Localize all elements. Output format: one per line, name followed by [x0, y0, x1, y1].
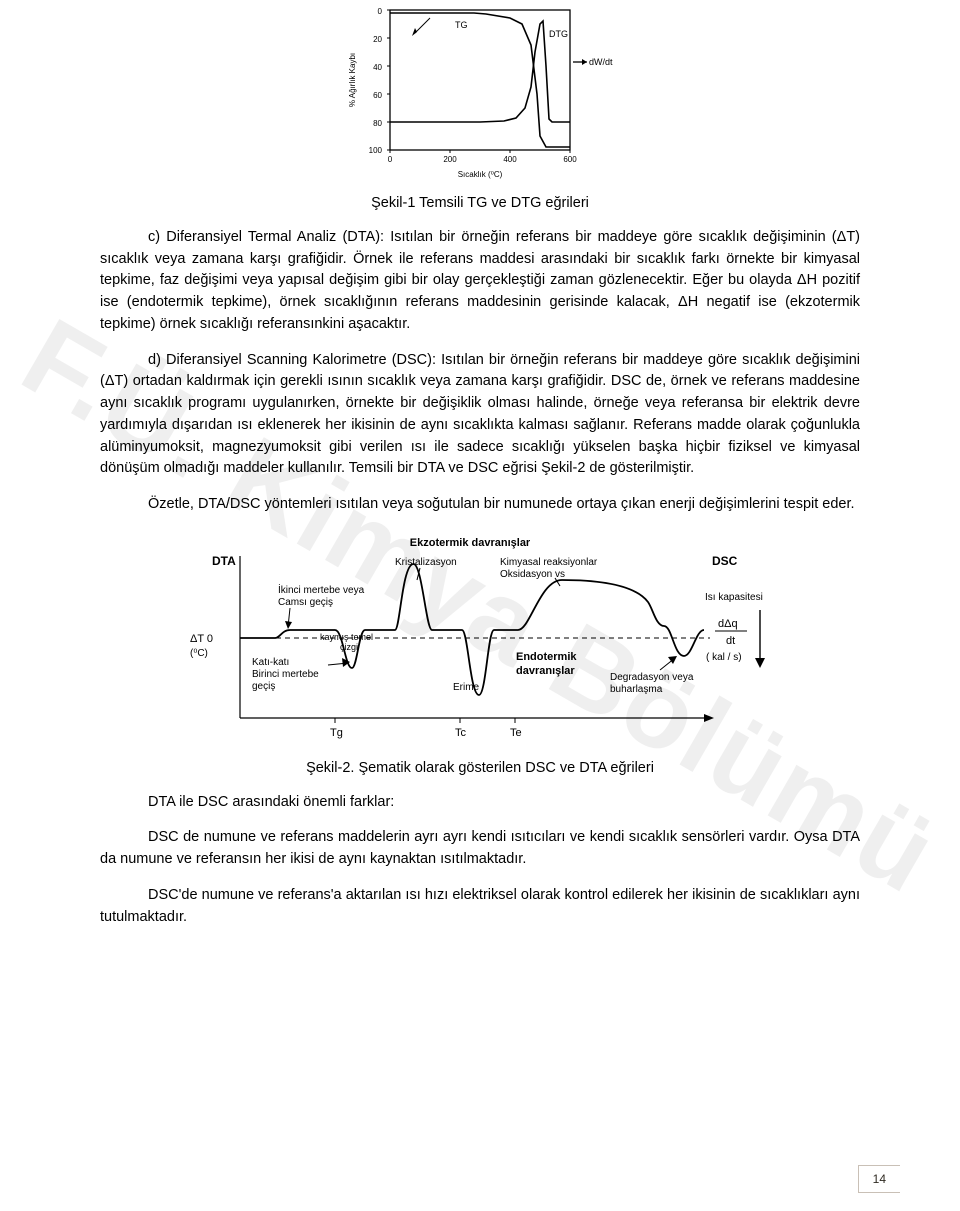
dtg-label: DTG [549, 29, 568, 39]
svg-text:kaymış temel: kaymış temel [320, 632, 373, 642]
paragraph-d: d) Diferansiyel Scanning Kalorimetre (DS… [100, 350, 860, 481]
svg-text:buharlaşma: buharlaşma [610, 684, 663, 695]
page-container: F.Ü. Kimya Bölümü 0 20 40 60 80 100 [0, 0, 960, 1211]
paragraph-summary: Özetle, DTA/DSC yöntemleri ısıtılan veya… [100, 494, 860, 516]
figure-2: Ekzotermik davranışlar DTA ΔT 0 (⁰C) DSC… [100, 530, 860, 750]
deltat-units: (⁰C) [190, 648, 208, 659]
figure-1-caption: Şekil-1 Temsili TG ve DTG eğrileri [100, 193, 860, 215]
figure-1: 0 20 40 60 80 100 0 200 400 600 [100, 0, 860, 185]
ytick-60: 60 [373, 91, 382, 100]
page-number: 14 [858, 1165, 900, 1193]
dq-bottom: dt [726, 635, 735, 647]
paragraph-c-text: c) Diferansiyel Termal Analiz (DTA): Isı… [100, 229, 860, 332]
diagram-title: Ekzotermik davranışlar [410, 537, 531, 549]
svg-text:davranışlar: davranışlar [516, 665, 575, 677]
xtick-0: 0 [388, 155, 393, 164]
xtick-200: 200 [443, 155, 457, 164]
svg-text:Tc: Tc [455, 727, 467, 739]
svg-text:Camsı geçiş: Camsı geçiş [278, 597, 333, 608]
svg-text:İkinci mertebe veya: İkinci mertebe veya [278, 583, 365, 596]
diagram-bg [170, 530, 790, 750]
svg-text:Katı-katı: Katı-katı [252, 657, 289, 668]
xtick-400: 400 [503, 155, 517, 164]
tg-dtg-chart: 0 20 40 60 80 100 0 200 400 600 [335, 0, 625, 185]
paragraph-diff-1: DSC de numune ve referans maddelerin ayr… [100, 827, 860, 871]
subheading-text: DTA ile DSC arasındaki önemli farklar: [148, 794, 394, 810]
dta-dsc-diagram: Ekzotermik davranışlar DTA ΔT 0 (⁰C) DSC… [170, 530, 790, 750]
figure-2-caption: Şekil-2. Şematik olarak gösterilen DSC v… [100, 758, 860, 780]
svg-text:Degradasyon veya: Degradasyon veya [610, 672, 694, 683]
paragraph-c: c) Diferansiyel Termal Analiz (DTA): Isı… [100, 227, 860, 336]
ytick-100: 100 [369, 146, 383, 155]
svg-text:Tg: Tg [330, 727, 343, 739]
svg-text:Kristalizasyon: Kristalizasyon [395, 557, 457, 568]
svg-text:Kimyasal reaksiyonlar: Kimyasal reaksiyonlar [500, 557, 598, 568]
melting-group: Erime [453, 682, 480, 693]
deltat-label: ΔT 0 [190, 633, 213, 645]
paragraph-diff-2-text: DSC'de numune ve referans'a aktarılan ıs… [100, 887, 860, 925]
svg-text:Erime: Erime [453, 682, 480, 693]
ylabel: % Ağırlık Kaybı [348, 53, 357, 107]
svg-text:geçiş: geçiş [252, 681, 275, 692]
dta-label: DTA [212, 554, 236, 568]
paragraph-diff-1-text: DSC de numune ve referans maddelerin ayr… [100, 829, 860, 867]
isi-kapasitesi-label: Isı kapasitesi [705, 592, 763, 603]
paragraph-diff-2: DSC'de numune ve referans'a aktarılan ıs… [100, 885, 860, 929]
xlabel: Sıcaklık (⁰C) [458, 170, 503, 179]
dwdt-label: dW/dt [589, 57, 613, 67]
paragraph-d-text: d) Diferansiyel Scanning Kalorimetre (DS… [100, 352, 860, 477]
subheading-differences: DTA ile DSC arasındaki önemli farklar: [100, 792, 860, 814]
ytick-40: 40 [373, 63, 382, 72]
dsc-label: DSC [712, 554, 738, 568]
ytick-80: 80 [373, 119, 382, 128]
svg-text:Te: Te [510, 727, 522, 739]
svg-text:çizgi: çizgi [340, 642, 358, 652]
kal-s-label: ( kal / s) [706, 652, 742, 663]
dq-top: dΔq [718, 618, 738, 630]
svg-text:Endotermik: Endotermik [516, 651, 577, 663]
svg-text:Birinci mertebe: Birinci mertebe [252, 669, 319, 680]
ytick-0: 0 [378, 7, 383, 16]
paragraph-summary-text: Özetle, DTA/DSC yöntemleri ısıtılan veya… [148, 496, 855, 512]
ytick-20: 20 [373, 35, 382, 44]
tg-label: TG [455, 20, 468, 30]
xtick-600: 600 [563, 155, 577, 164]
